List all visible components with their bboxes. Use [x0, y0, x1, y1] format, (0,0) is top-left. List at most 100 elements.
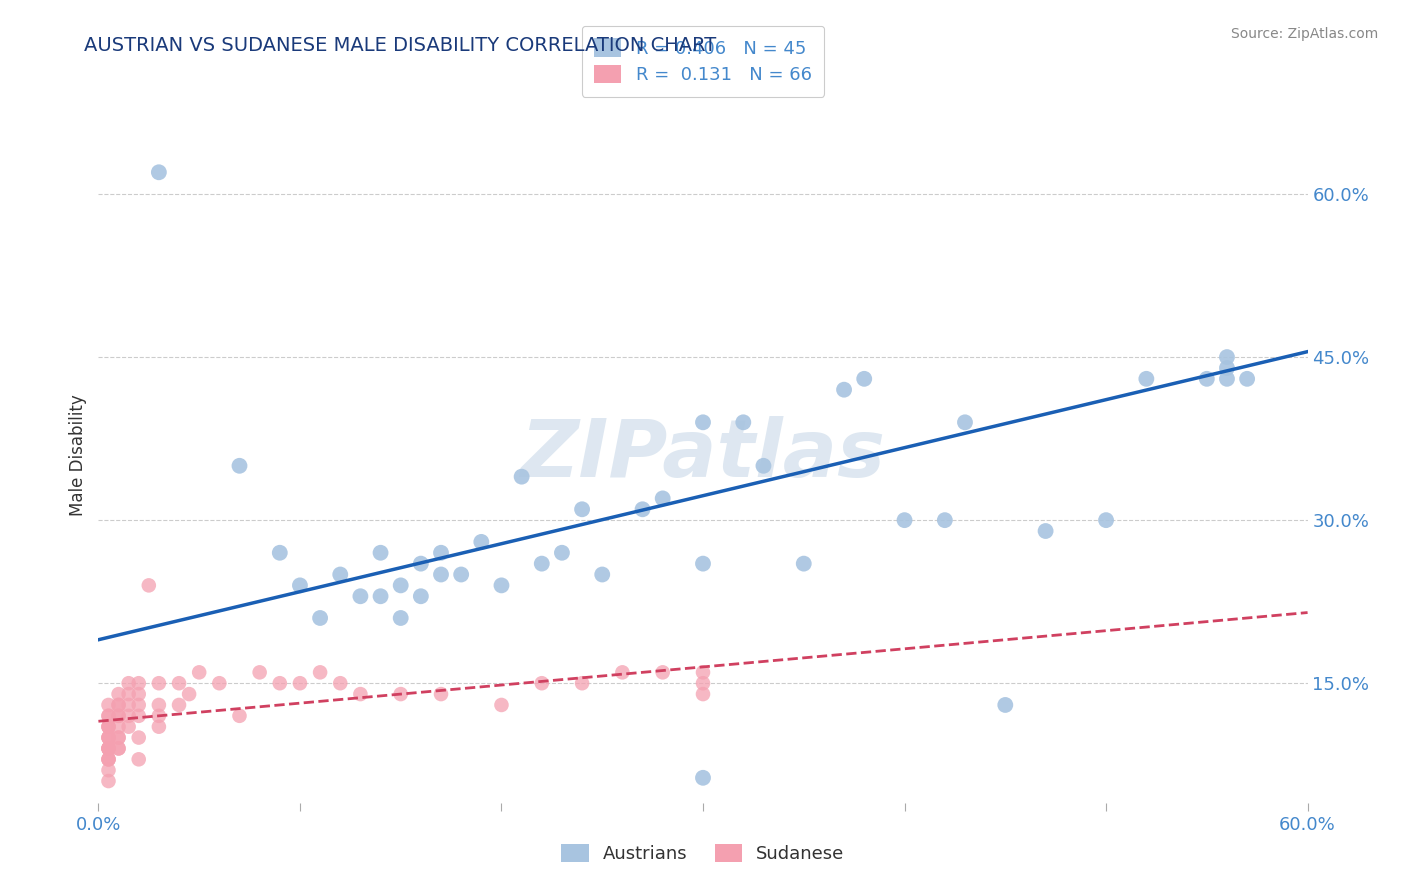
Point — [651, 665, 673, 680]
Point — [491, 578, 513, 592]
Point — [692, 687, 714, 701]
Point — [97, 741, 120, 756]
Point — [148, 720, 170, 734]
Point — [389, 578, 412, 592]
Point — [97, 752, 120, 766]
Point — [107, 698, 129, 712]
Point — [430, 687, 453, 701]
Point — [128, 687, 150, 701]
Point — [97, 708, 120, 723]
Point — [97, 741, 120, 756]
Point — [832, 383, 855, 397]
Point — [269, 546, 291, 560]
Point — [571, 676, 593, 690]
Point — [138, 578, 160, 592]
Point — [430, 567, 453, 582]
Text: Source: ZipAtlas.com: Source: ZipAtlas.com — [1230, 27, 1378, 41]
Point — [1035, 524, 1057, 538]
Point — [118, 698, 141, 712]
Point — [953, 415, 976, 429]
Point — [571, 502, 593, 516]
Point — [409, 557, 432, 571]
Point — [692, 676, 714, 690]
Point — [148, 676, 170, 690]
Point — [97, 708, 120, 723]
Point — [994, 698, 1017, 712]
Legend: Austrians, Sudanese: Austrians, Sudanese — [554, 837, 852, 871]
Point — [107, 698, 129, 712]
Point — [128, 676, 150, 690]
Point — [430, 546, 453, 560]
Point — [389, 687, 412, 701]
Point — [389, 611, 412, 625]
Point — [329, 676, 352, 690]
Point — [97, 698, 120, 712]
Point — [510, 469, 533, 483]
Point — [228, 708, 250, 723]
Point — [97, 731, 120, 745]
Point — [118, 687, 141, 701]
Point — [370, 546, 392, 560]
Point — [631, 502, 654, 516]
Point — [530, 557, 553, 571]
Point — [107, 708, 129, 723]
Point — [288, 578, 311, 592]
Point — [208, 676, 231, 690]
Point — [97, 763, 120, 777]
Point — [288, 676, 311, 690]
Point — [128, 752, 150, 766]
Point — [107, 741, 129, 756]
Point — [97, 731, 120, 745]
Point — [370, 589, 392, 603]
Point — [934, 513, 956, 527]
Point — [97, 774, 120, 789]
Point — [128, 698, 150, 712]
Point — [107, 731, 129, 745]
Point — [148, 698, 170, 712]
Point — [692, 557, 714, 571]
Point — [179, 687, 201, 701]
Point — [97, 720, 120, 734]
Point — [97, 720, 120, 734]
Point — [107, 731, 129, 745]
Point — [1135, 372, 1157, 386]
Point — [893, 513, 915, 527]
Point — [107, 720, 129, 734]
Point — [97, 741, 120, 756]
Point — [128, 708, 150, 723]
Point — [530, 676, 553, 690]
Point — [349, 687, 371, 701]
Point — [107, 687, 129, 701]
Point — [1195, 372, 1218, 386]
Point — [107, 708, 129, 723]
Point — [228, 458, 250, 473]
Point — [692, 665, 714, 680]
Point — [97, 720, 120, 734]
Point — [1216, 350, 1239, 364]
Text: AUSTRIAN VS SUDANESE MALE DISABILITY CORRELATION CHART: AUSTRIAN VS SUDANESE MALE DISABILITY COR… — [84, 36, 717, 54]
Point — [118, 708, 141, 723]
Point — [97, 752, 120, 766]
Point — [309, 611, 332, 625]
Point — [128, 731, 150, 745]
Point — [118, 720, 141, 734]
Point — [1236, 372, 1258, 386]
Point — [148, 165, 170, 179]
Point — [591, 567, 613, 582]
Point — [651, 491, 673, 506]
Point — [733, 415, 755, 429]
Point — [97, 741, 120, 756]
Point — [118, 676, 141, 690]
Point — [329, 567, 352, 582]
Point — [409, 589, 432, 603]
Point — [551, 546, 574, 560]
Point — [470, 534, 492, 549]
Point — [692, 415, 714, 429]
Point — [309, 665, 332, 680]
Point — [188, 665, 211, 680]
Point — [167, 676, 190, 690]
Point — [148, 708, 170, 723]
Point — [793, 557, 815, 571]
Point — [269, 676, 291, 690]
Text: ZIPatlas: ZIPatlas — [520, 416, 886, 494]
